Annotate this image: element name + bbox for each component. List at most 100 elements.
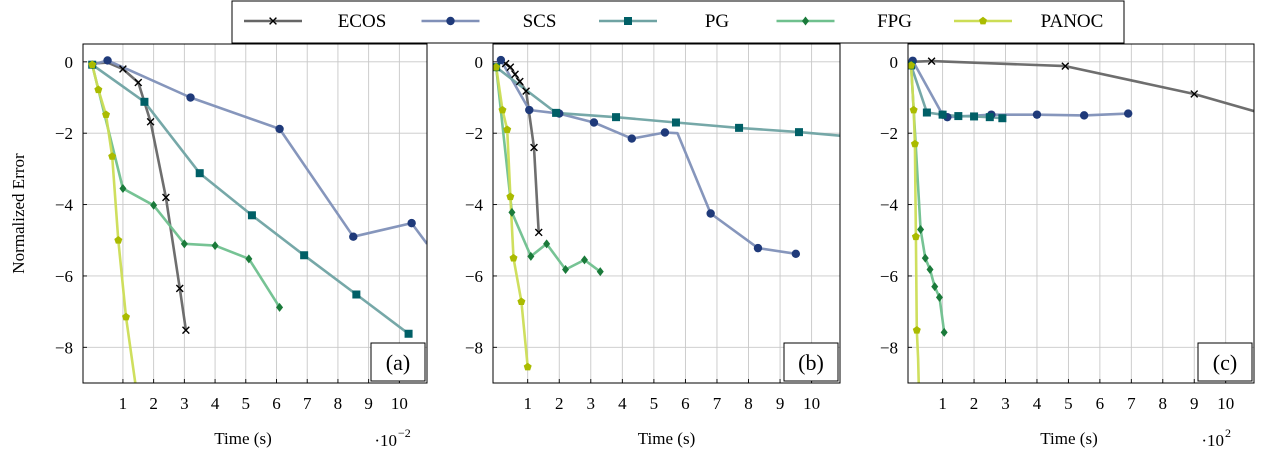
data-point-panoc [94, 85, 103, 94]
data-point-panoc [908, 61, 916, 69]
legend-marker-ecos [269, 17, 277, 25]
data-point-fpg [917, 225, 925, 235]
x-tick-label: 6 [272, 394, 281, 413]
x-tick-label: 9 [364, 394, 373, 413]
data-point-fpg [580, 255, 588, 265]
data-point-ecos [522, 87, 531, 95]
x-axis-label: Time (s) [214, 429, 271, 448]
x-tick-label: 1 [523, 394, 532, 413]
legend-marker-fpg [802, 16, 809, 26]
data-point-pg [195, 169, 204, 178]
x-axis-label: Time (s) [638, 429, 695, 448]
data-point-panoc [506, 192, 515, 201]
data-point-panoc [911, 232, 920, 241]
data-point-fpg [931, 282, 939, 292]
series-line-ecos [911, 59, 1254, 113]
y-tick-label: −2 [465, 124, 483, 143]
series-line-panoc [90, 64, 137, 383]
data-point-pg [954, 112, 963, 121]
y-tick-label: −4 [880, 196, 899, 215]
data-point-panoc [498, 105, 507, 114]
series-group [908, 56, 1254, 383]
data-point-scs [589, 118, 599, 127]
data-point-pg [140, 97, 149, 106]
data-point-panoc [102, 110, 111, 119]
data-point-scs [1079, 111, 1089, 120]
y-tick-label: −6 [55, 267, 73, 286]
series-line-scs [495, 58, 796, 256]
panel-label: (c) [1213, 350, 1237, 375]
data-point-ecos [927, 57, 936, 66]
y-tick-label: −4 [465, 196, 484, 215]
data-point-scs [627, 134, 636, 143]
y-tick-label: 0 [890, 53, 899, 72]
x-tick-label: 6 [681, 394, 690, 413]
x-tick-label: 8 [334, 394, 343, 413]
y-tick-label: 0 [475, 53, 484, 72]
data-point-fpg [935, 292, 943, 302]
x-tick-label: 7 [1127, 394, 1136, 413]
y-tick-label: −2 [55, 124, 73, 143]
chart-panel-b: 1 2 3 4 5 6 7 8 9 10 −8 −6 −4 −2 0 (b) Time (s) [465, 43, 841, 448]
x-tick-label: 10 [1217, 394, 1234, 413]
data-point-ecos [515, 77, 524, 86]
x-tick-label: 5 [1064, 394, 1073, 413]
data-point-ecos [534, 228, 543, 237]
y-axis-label: Normalized Error [9, 153, 28, 274]
y-tick-label: −6 [880, 267, 898, 286]
data-point-pg [985, 113, 994, 122]
data-point-ecos [1061, 62, 1070, 71]
data-point-ecos [146, 117, 155, 126]
x-tick-label: 6 [1096, 394, 1105, 413]
chart-panel-c: 1 2 3 4 5 6 7 8 9 10−8−6−4−20(c)Time (s) ·10 2 [880, 43, 1255, 450]
panel-label-box [783, 342, 839, 382]
y-tick-label: −8 [55, 338, 73, 357]
data-point-ecos [506, 63, 515, 72]
data-point-pg [922, 108, 931, 117]
data-point-panoc [503, 125, 512, 134]
series-group [493, 55, 840, 371]
x-tick-label: 2 [555, 394, 564, 413]
series-line-scs [909, 59, 1129, 119]
data-point-scs [706, 209, 715, 218]
data-point-panoc [88, 60, 97, 69]
data-point-ecos [181, 326, 190, 335]
data-point-panoc [509, 253, 518, 262]
x-tick-label: 5 [242, 394, 251, 413]
data-point-scs [1123, 109, 1133, 118]
x-tick-label: 8 [1159, 394, 1168, 413]
y-tick-label: −4 [55, 196, 74, 215]
x-tick-label: 5 [650, 394, 659, 413]
panel-label-box [1197, 342, 1253, 382]
legend-marker-panoc [979, 16, 987, 25]
x-tick-label: 1 [119, 394, 128, 413]
data-point-ecos [511, 70, 519, 79]
data-point-fpg [211, 241, 219, 251]
data-point-ecos [134, 78, 143, 87]
legend-label-panoc: PANOC [1041, 11, 1104, 32]
data-point-scs [660, 128, 670, 137]
legend-marker-pg [624, 17, 632, 25]
x-scale-multiplier: ·10 [1201, 431, 1224, 450]
data-point-pg [552, 108, 561, 117]
data-point-panoc [523, 362, 532, 371]
legend: ECOS SCS PG FPG PANOC [231, 0, 1125, 44]
x-tick-label: 4 [618, 394, 627, 413]
x-tick-label: 3 [1001, 394, 1010, 413]
x-tick-label: 1 [938, 394, 947, 413]
x-tick-label: 3 [180, 394, 189, 413]
x-tick-label: 8 [744, 394, 753, 413]
x-tick-label: 2 [149, 394, 158, 413]
data-point-fpg [180, 239, 188, 249]
data-point-pg [352, 290, 361, 299]
y-tick-label: −8 [465, 338, 483, 357]
panel-label: (b) [798, 350, 824, 375]
x-tick-label: 9 [776, 394, 785, 413]
x-tick-label: 7 [303, 394, 312, 413]
data-point-ecos [162, 193, 170, 202]
data-point-pg [300, 251, 309, 260]
data-point-ecos [530, 143, 538, 152]
plot-frame [492, 43, 841, 384]
data-point-fpg [543, 239, 551, 249]
data-point-scs [349, 232, 358, 241]
